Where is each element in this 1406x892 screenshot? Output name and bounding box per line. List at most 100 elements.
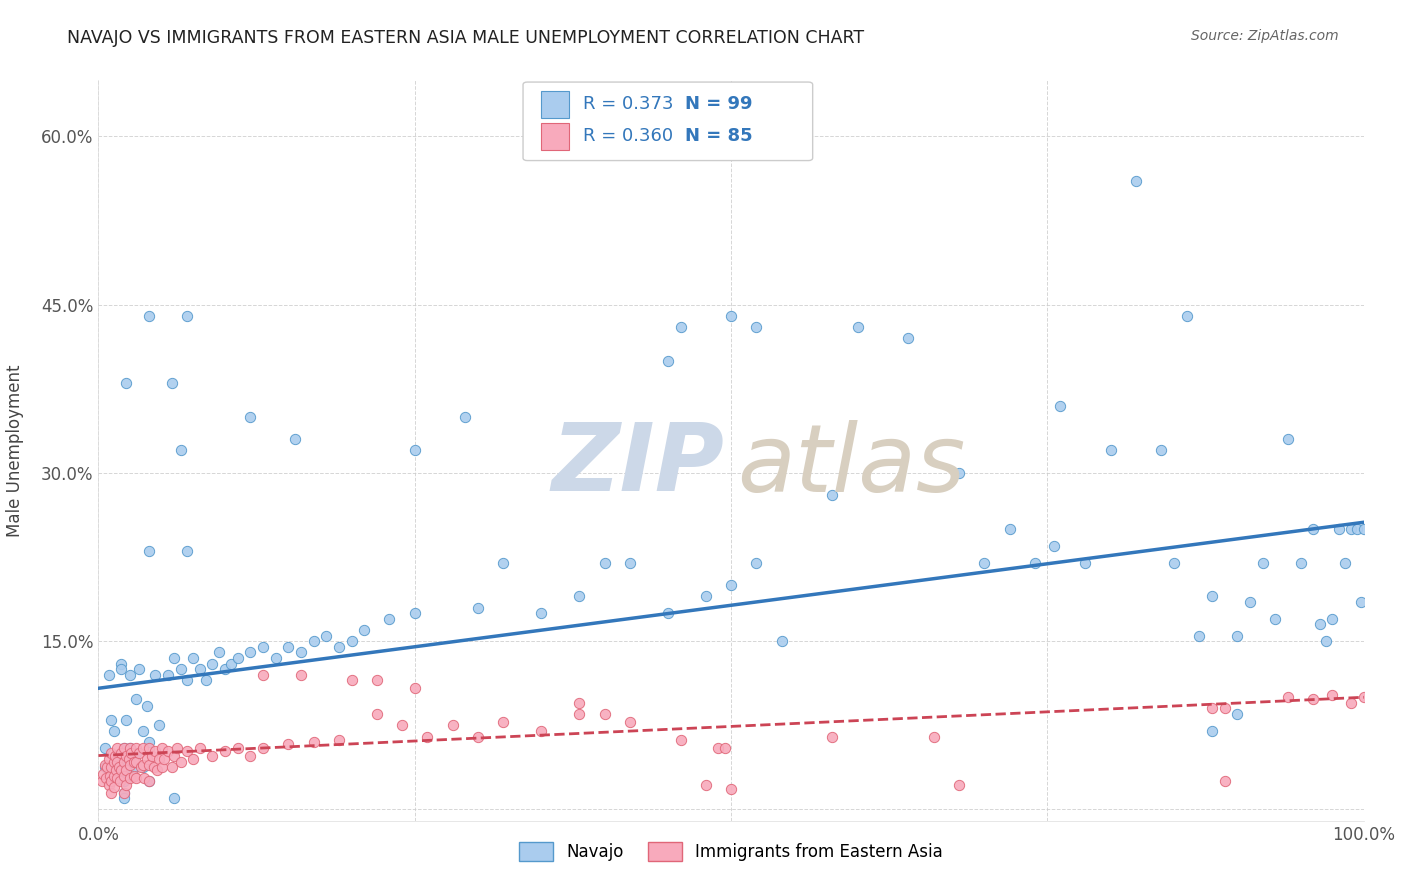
Point: [404, 443, 426, 458]
Point: [112, 740, 135, 755]
Point: [619, 714, 641, 729]
Point: [252, 740, 274, 755]
Point: [1302, 692, 1324, 706]
Point: [846, 320, 869, 334]
Point: [695, 778, 717, 792]
Point: [138, 309, 160, 323]
Point: [1226, 707, 1249, 722]
Point: [122, 756, 145, 770]
Point: [188, 662, 211, 676]
Point: [122, 760, 145, 774]
Point: [169, 662, 191, 676]
Point: [404, 606, 426, 620]
Point: [201, 657, 224, 671]
Point: [467, 600, 489, 615]
Point: [669, 320, 692, 334]
Point: [214, 744, 236, 758]
Point: [619, 556, 641, 570]
Point: [176, 673, 198, 688]
Point: [353, 623, 375, 637]
Point: [118, 752, 141, 766]
Point: [416, 730, 439, 744]
Point: [922, 730, 945, 744]
Point: [1213, 701, 1236, 715]
Point: [132, 757, 155, 772]
Point: [290, 645, 312, 659]
Point: [1226, 628, 1249, 642]
Point: [107, 766, 129, 780]
Point: [366, 707, 388, 722]
Point: [115, 778, 138, 792]
Text: R = 0.360: R = 0.360: [583, 128, 673, 145]
Point: [239, 645, 262, 659]
Point: [105, 763, 128, 777]
Point: [707, 740, 730, 755]
Point: [720, 309, 742, 323]
Point: [157, 668, 180, 682]
Point: [107, 740, 129, 755]
Point: [138, 774, 160, 789]
Point: [138, 544, 160, 558]
Point: [252, 668, 274, 682]
Point: [1277, 432, 1299, 446]
Point: [100, 747, 122, 761]
Point: [103, 756, 125, 770]
Point: [302, 634, 325, 648]
Point: [132, 771, 155, 785]
Point: [378, 612, 401, 626]
Point: [138, 735, 160, 749]
Point: [1264, 612, 1286, 626]
Text: Source: ZipAtlas.com: Source: ZipAtlas.com: [1191, 29, 1339, 43]
Point: [115, 748, 138, 763]
Point: [115, 713, 138, 727]
Point: [93, 760, 117, 774]
Text: ZIP: ZIP: [553, 419, 725, 511]
Y-axis label: Male Unemployment: Male Unemployment: [7, 364, 24, 537]
Point: [492, 714, 515, 729]
Point: [135, 699, 157, 714]
Point: [183, 651, 205, 665]
Point: [112, 786, 135, 800]
Point: [277, 640, 299, 654]
Point: [163, 748, 186, 763]
Point: [125, 756, 148, 770]
Point: [96, 760, 118, 774]
Point: [201, 748, 224, 763]
Point: [176, 744, 198, 758]
Point: [973, 556, 995, 570]
Point: [948, 778, 970, 792]
Point: [100, 774, 122, 789]
Point: [112, 769, 135, 783]
Point: [145, 744, 166, 758]
Point: [821, 730, 844, 744]
Point: [107, 756, 129, 770]
Point: [391, 718, 413, 732]
Text: NAVAJO VS IMMIGRANTS FROM EASTERN ASIA MALE UNEMPLOYMENT CORRELATION CHART: NAVAJO VS IMMIGRANTS FROM EASTERN ASIA M…: [67, 29, 865, 46]
Point: [340, 673, 363, 688]
Point: [1201, 723, 1223, 738]
Point: [568, 696, 591, 710]
Point: [169, 756, 191, 770]
Point: [176, 544, 198, 558]
Point: [107, 760, 129, 774]
Point: [214, 662, 236, 676]
Point: [492, 556, 515, 570]
Point: [120, 757, 141, 772]
Point: [1289, 556, 1312, 570]
Point: [1350, 595, 1372, 609]
Point: [328, 732, 350, 747]
Point: [720, 782, 742, 797]
Point: [1049, 399, 1071, 413]
Point: [112, 786, 135, 800]
Point: [97, 752, 120, 766]
Point: [530, 606, 553, 620]
Point: [284, 432, 307, 446]
Point: [1024, 556, 1046, 570]
Point: [138, 774, 160, 789]
Point: [112, 740, 135, 755]
Point: [1277, 690, 1299, 705]
Point: [103, 780, 125, 794]
Point: [328, 640, 350, 654]
Point: [141, 748, 163, 763]
Text: N = 85: N = 85: [685, 128, 752, 145]
